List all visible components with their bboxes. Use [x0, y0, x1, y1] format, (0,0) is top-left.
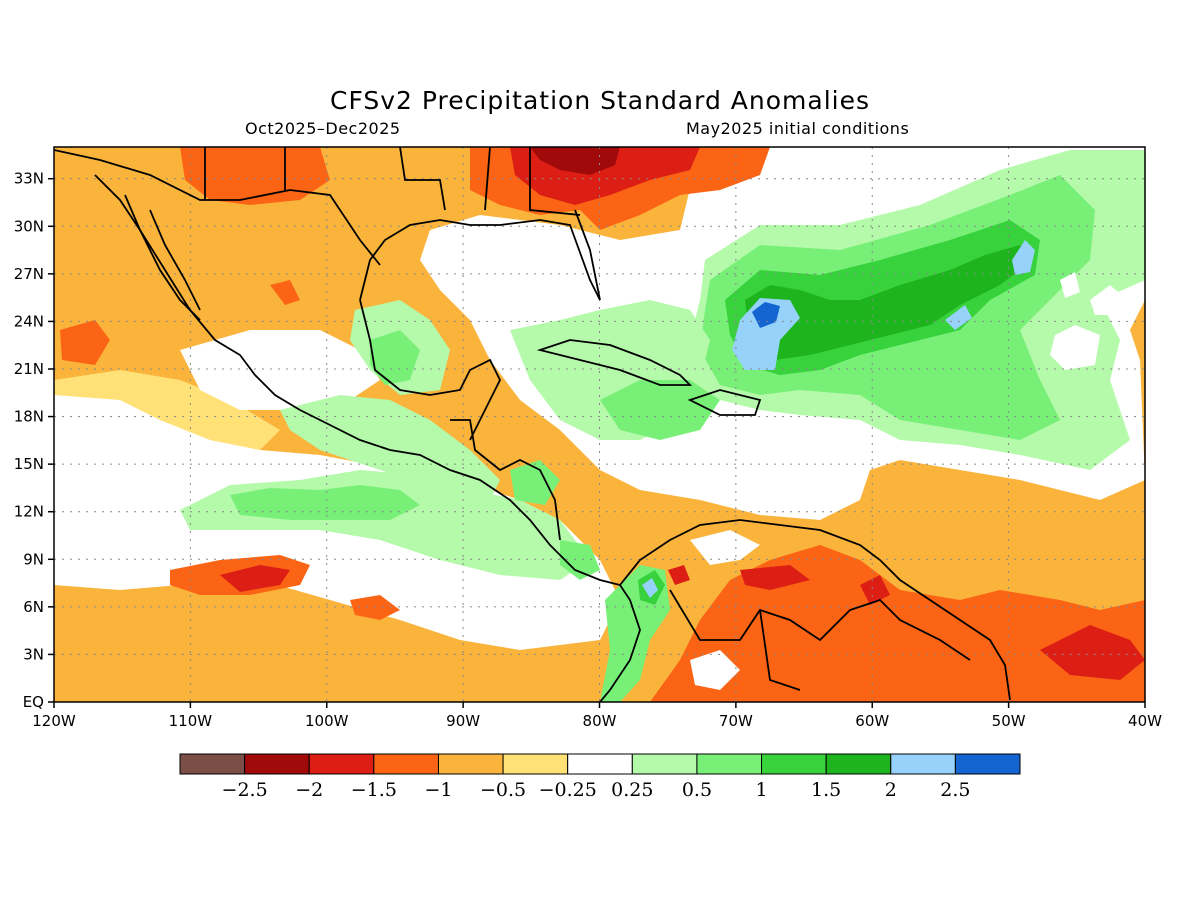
lon-tick-label: 100W: [305, 712, 349, 730]
colorbar-label: 0.5: [682, 779, 712, 801]
colorbar-label: 2: [885, 779, 897, 801]
lat-tick-label: 6N: [23, 598, 44, 616]
anomaly-very-dry-colombia: [668, 565, 690, 585]
colorbar-swatch: [761, 753, 827, 775]
colorbar-label: −0.5: [480, 779, 526, 801]
lon-tick-label: 80W: [583, 712, 617, 730]
anomaly-field: [54, 147, 1145, 702]
anomaly-neutral-amazon: [690, 650, 740, 690]
colorbar-label: −1.5: [351, 779, 397, 801]
borders-south-america: [669, 589, 971, 691]
coastline-gulf: [359, 209, 601, 441]
anomaly-wet-honduras: [510, 460, 560, 505]
lat-tick-label: 30N: [14, 217, 44, 235]
colorbar-swatch: [244, 753, 310, 775]
lat-tick-label: 33N: [14, 170, 44, 188]
anomaly-extreme-dry-southeast-us: [530, 147, 620, 175]
lat-tick-label: 9N: [23, 550, 44, 568]
colorbar-swatch: [825, 753, 892, 775]
lat-tick-label: 12N: [14, 503, 44, 521]
anomaly-neutral-atlantic-3: [1090, 285, 1125, 315]
colorbar-label: −1: [424, 779, 452, 801]
lat-tick-label: 15N: [14, 455, 44, 473]
colorbar-swatch: [696, 753, 763, 775]
coastline-hispaniola: [687, 389, 762, 416]
anomaly-wet-panama: [560, 540, 600, 580]
initial-conditions: May2025 initial conditions: [686, 119, 910, 138]
lon-tick-label: 60W: [855, 712, 889, 730]
lon-tick-label: 40W: [1128, 712, 1162, 730]
anomaly-neutral-colombia: [690, 530, 760, 565]
anomaly-very-dry-venezuela: [740, 565, 810, 590]
borders-central-america: [450, 419, 561, 541]
anomaly-neutral-atlantic-4: [1060, 272, 1080, 298]
colorbar-label: 1: [755, 779, 767, 801]
anomaly-colombia-blue: [642, 578, 658, 598]
anomaly-dry-sonora: [270, 280, 300, 305]
colorbar-label: 0.25: [611, 779, 653, 801]
colorbar: −2.5 −2 −1.5 −1 −0.5 −0.25 0.25 0.5 1 1.5 2 2.5: [179, 753, 1021, 801]
colorbar-swatch: [373, 753, 439, 775]
coastlines: [54, 147, 1011, 702]
coastline-cuba: [536, 339, 693, 386]
anomaly-wet-central-america: [280, 395, 500, 500]
lat-tick-label: 3N: [23, 645, 44, 663]
colorbar-swatch: [437, 753, 504, 775]
anomaly-light-blue-2: [1012, 240, 1035, 275]
colorbar-label: −2.5: [222, 779, 268, 801]
anomaly-very-dry-pacific-band: [220, 565, 290, 592]
lon-tick-label: 50W: [992, 712, 1026, 730]
lon-tick-label: 110W: [169, 712, 213, 730]
anomaly-very-dry-guyana: [860, 575, 890, 605]
latitude-axis: EQ 3N 6N 9N 12N 15N 18N 21N 24N 27N 30N 33N: [14, 170, 54, 711]
colorbar-label: 1.5: [811, 779, 841, 801]
anomaly-light-blue-3: [945, 305, 972, 330]
lon-tick-label: 120W: [32, 712, 76, 730]
anomaly-dry-pacific-band-2: [350, 595, 400, 620]
lon-tick-label: 90W: [446, 712, 480, 730]
colorbar-label: 2.5: [940, 779, 970, 801]
forecast-period: Oct2025–Dec2025: [245, 119, 401, 138]
coastline-mexico-pacific: [94, 174, 641, 702]
coastline-baja: [124, 194, 201, 321]
anomaly-dry-baja: [60, 320, 110, 365]
colorbar-swatch: [954, 753, 1021, 775]
lat-tick-label: EQ: [23, 693, 44, 711]
colorbar-label: −2: [295, 779, 323, 801]
borders-us-mexico: [54, 149, 381, 266]
map-title: CFSv2 Precipitation Standard Anomalies: [329, 86, 870, 115]
lat-tick-label: 27N: [14, 265, 44, 283]
colorbar-swatch: [567, 753, 633, 775]
colorbar-swatch: [631, 753, 698, 775]
colorbar-swatch: [890, 753, 956, 775]
anomaly-wet-mexico-core: [370, 330, 420, 385]
colorbar-swatch: [308, 753, 375, 775]
colorbar-label: −0.25: [539, 779, 597, 801]
anomaly-wet-caribbean: [600, 380, 720, 440]
anomaly-neutral-atlantic-2: [1050, 325, 1100, 370]
borders-us-states: [204, 147, 581, 216]
lat-tick-label: 24N: [14, 312, 44, 330]
anomaly-light-blue: [732, 298, 800, 370]
colorbar-swatch: [179, 753, 246, 775]
lat-tick-label: 21N: [14, 360, 44, 378]
anomaly-wet-pacific-core: [230, 485, 420, 520]
coastline-south-america: [619, 519, 1011, 701]
lon-tick-label: 70W: [719, 712, 753, 730]
anomaly-very-dry-brazil: [1040, 625, 1145, 680]
colorbar-swatch: [502, 753, 569, 775]
grid-lines: [54, 147, 1145, 702]
longitude-axis: 120W 110W 100W 90W 80W 70W 60W 50W 40W: [32, 702, 1162, 730]
lat-tick-label: 18N: [14, 408, 44, 426]
